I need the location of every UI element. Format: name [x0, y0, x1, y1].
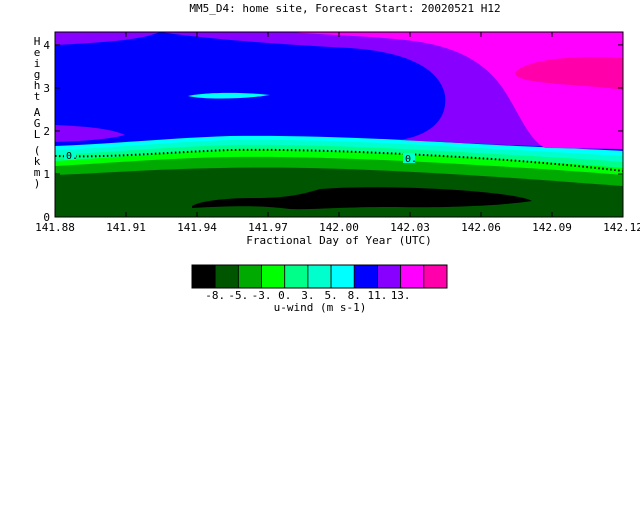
contour-fill — [55, 32, 623, 217]
x-tick-label: 141.97 — [248, 221, 288, 234]
y-axis-label-char: h — [34, 79, 41, 92]
colorbar-tick-label: 11. — [368, 289, 388, 302]
region-purple-topleft — [55, 32, 160, 45]
colorbar-swatch — [261, 264, 286, 289]
cyan-streak — [188, 92, 270, 99]
y-axis-label-char: ( — [34, 144, 41, 157]
y-axis: 0 1 2 3 4 — [43, 39, 623, 224]
y-axis-label-char: ) — [34, 177, 41, 190]
x-axis-label: Fractional Day of Year (UTC) — [246, 234, 431, 247]
x-axis: 141.88 141.91 141.94 141.97 142.00 142.03 142.… — [35, 32, 640, 234]
y-tick-label: 0 — [43, 211, 50, 224]
colorbar-swatch — [284, 264, 309, 289]
y-tick-label: 4 — [43, 39, 50, 52]
x-tick-label: 141.91 — [106, 221, 146, 234]
y-axis-label-char: t — [34, 90, 41, 103]
x-tick-label: 141.94 — [177, 221, 217, 234]
colorbar-swatch — [377, 264, 402, 289]
x-tick-label: 142.09 — [532, 221, 572, 234]
colorbar: -8. -5. -3. 0. 3. 5. 8. 11. 13. — [191, 264, 448, 302]
colorbar-tick-label: -8. — [205, 289, 225, 302]
colorbar-swatch — [307, 264, 332, 289]
y-axis-label-char: G — [34, 117, 41, 130]
contour-label-bg-left — [64, 150, 76, 160]
y-tick-label: 3 — [43, 82, 50, 95]
contour-label-bg-right — [403, 153, 415, 163]
contour-plot-area: 0. 0. 141.88 141.91 141.94 141.97 142.00 142.… — [35, 31, 640, 234]
colorbar-tick-label: -5. — [228, 289, 248, 302]
colorbar-swatch — [400, 264, 425, 289]
y-axis-label-char: e — [34, 46, 41, 59]
colorbar-swatch — [237, 264, 262, 289]
region-black-core — [192, 187, 532, 210]
region-magenta — [290, 32, 623, 149]
x-tick-label: 142.12 — [603, 221, 640, 234]
colorbar-swatch — [423, 264, 448, 289]
x-tick-label: 142.03 — [390, 221, 430, 234]
colorbar-swatch — [353, 264, 378, 289]
contour-label-left: 0. — [66, 151, 78, 162]
colorbar-tick-label: 5. — [324, 289, 337, 302]
y-tick-label: 1 — [43, 168, 50, 181]
colorbar-label: u-wind (m s-1) — [274, 301, 367, 314]
x-tick-label: 141.88 — [35, 221, 75, 234]
colorbar-tick-label: 13. — [391, 289, 411, 302]
colorbar-swatch — [330, 264, 355, 289]
y-axis-label-char: i — [34, 57, 41, 70]
y-axis-label-char: L — [34, 128, 41, 141]
x-tick-label: 142.00 — [319, 221, 359, 234]
y-axis-label-char: m — [34, 166, 41, 179]
x-tick-label: 142.06 — [461, 221, 501, 234]
region-pink-core — [515, 56, 623, 90]
colorbar-tick-label: 0. — [278, 289, 291, 302]
colorbar-frame — [191, 264, 448, 289]
colorbar-swatch — [191, 264, 216, 289]
colorbar-tick-label: -3. — [252, 289, 272, 302]
colorbar-tick-label: 3. — [301, 289, 314, 302]
y-axis-label-char: k — [34, 155, 41, 168]
y-axis-label-char: A — [34, 106, 41, 119]
colorbar-tick-label: 8. — [348, 289, 361, 302]
y-axis-label-char: H — [34, 35, 41, 48]
region-purple-left — [55, 125, 125, 142]
chart-title: MM5_D4: home site, Forecast Start: 20020… — [189, 2, 500, 15]
contour-label-right: 0. — [405, 154, 417, 165]
y-axis-label-char: g — [34, 68, 41, 81]
colorbar-swatch — [214, 264, 239, 289]
y-tick-label: 2 — [43, 125, 50, 138]
